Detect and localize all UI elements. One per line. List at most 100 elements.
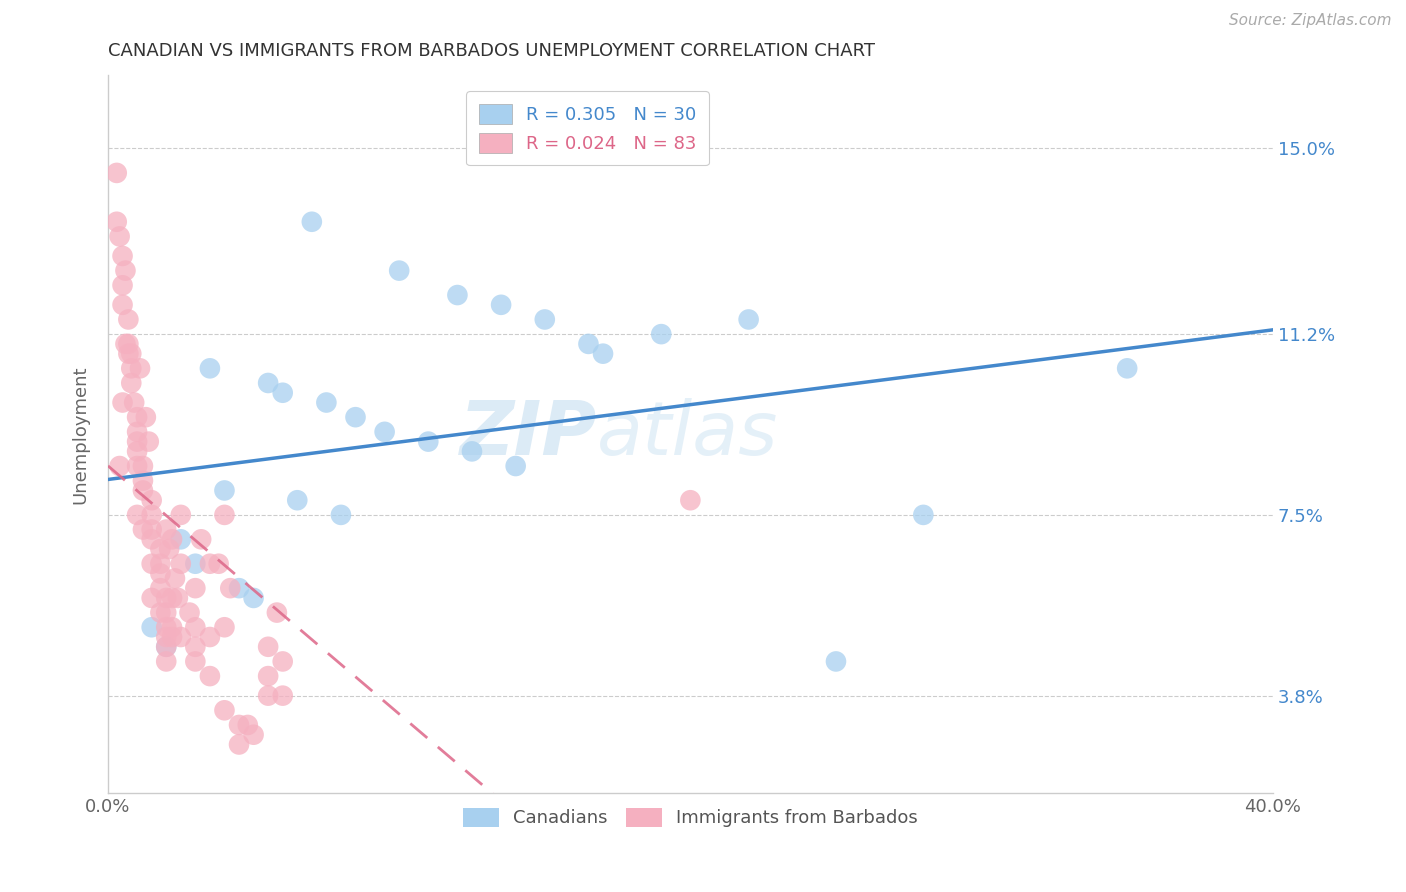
Point bbox=[184, 620, 207, 634]
Point bbox=[198, 630, 221, 644]
Point bbox=[489, 298, 512, 312]
Point bbox=[170, 533, 193, 547]
Point bbox=[105, 215, 128, 229]
Text: Source: ZipAtlas.com: Source: ZipAtlas.com bbox=[1229, 13, 1392, 29]
Point bbox=[271, 385, 294, 400]
Point bbox=[198, 669, 221, 683]
Point bbox=[592, 346, 614, 360]
Point bbox=[111, 395, 134, 409]
Legend: Canadians, Immigrants from Barbados: Canadians, Immigrants from Barbados bbox=[456, 801, 925, 835]
Point bbox=[271, 689, 294, 703]
Point bbox=[117, 346, 139, 360]
Point bbox=[825, 655, 848, 669]
Text: atlas: atlas bbox=[598, 398, 779, 470]
Point bbox=[122, 395, 145, 409]
Point bbox=[111, 298, 134, 312]
Point bbox=[120, 361, 142, 376]
Point bbox=[198, 361, 221, 376]
Point bbox=[266, 606, 288, 620]
Point bbox=[141, 620, 163, 634]
Point bbox=[141, 523, 163, 537]
Point bbox=[108, 458, 131, 473]
Point bbox=[329, 508, 352, 522]
Text: ZIP: ZIP bbox=[460, 398, 598, 471]
Point bbox=[578, 337, 600, 351]
Point bbox=[149, 606, 172, 620]
Point bbox=[141, 493, 163, 508]
Point bbox=[257, 640, 280, 654]
Point bbox=[127, 410, 149, 425]
Point bbox=[155, 655, 177, 669]
Point bbox=[167, 591, 190, 605]
Point bbox=[141, 591, 163, 605]
Point bbox=[236, 718, 259, 732]
Point bbox=[160, 630, 183, 644]
Point bbox=[155, 523, 177, 537]
Point bbox=[149, 557, 172, 571]
Point bbox=[141, 533, 163, 547]
Point bbox=[127, 458, 149, 473]
Point bbox=[271, 655, 294, 669]
Point bbox=[344, 410, 367, 425]
Point bbox=[160, 533, 183, 547]
Point bbox=[228, 581, 250, 595]
Point bbox=[214, 620, 236, 634]
Point bbox=[127, 434, 149, 449]
Point bbox=[111, 249, 134, 263]
Point bbox=[108, 229, 131, 244]
Point bbox=[257, 376, 280, 390]
Point bbox=[127, 425, 149, 439]
Point bbox=[242, 591, 264, 605]
Point bbox=[184, 557, 207, 571]
Point bbox=[141, 508, 163, 522]
Point bbox=[105, 166, 128, 180]
Point bbox=[418, 434, 440, 449]
Point bbox=[127, 508, 149, 522]
Point bbox=[461, 444, 484, 458]
Point bbox=[149, 542, 172, 557]
Point bbox=[155, 640, 177, 654]
Point bbox=[737, 312, 759, 326]
Point bbox=[315, 395, 337, 409]
Text: CANADIAN VS IMMIGRANTS FROM BARBADOS UNEMPLOYMENT CORRELATION CHART: CANADIAN VS IMMIGRANTS FROM BARBADOS UNE… bbox=[108, 42, 875, 60]
Point bbox=[155, 620, 177, 634]
Point bbox=[505, 458, 527, 473]
Point bbox=[114, 263, 136, 277]
Point bbox=[141, 557, 163, 571]
Point bbox=[170, 557, 193, 571]
Point bbox=[679, 493, 702, 508]
Point bbox=[184, 655, 207, 669]
Point bbox=[257, 689, 280, 703]
Point bbox=[160, 620, 183, 634]
Point bbox=[912, 508, 935, 522]
Point bbox=[242, 728, 264, 742]
Point bbox=[132, 523, 155, 537]
Point bbox=[170, 508, 193, 522]
Point bbox=[163, 571, 186, 585]
Point bbox=[257, 669, 280, 683]
Point bbox=[135, 410, 157, 425]
Y-axis label: Unemployment: Unemployment bbox=[72, 365, 89, 503]
Point bbox=[160, 591, 183, 605]
Point bbox=[138, 434, 160, 449]
Point bbox=[533, 312, 555, 326]
Point bbox=[228, 738, 250, 752]
Point bbox=[374, 425, 396, 439]
Point bbox=[179, 606, 201, 620]
Point bbox=[301, 215, 323, 229]
Point bbox=[132, 483, 155, 498]
Point bbox=[190, 533, 212, 547]
Point bbox=[285, 493, 308, 508]
Point bbox=[208, 557, 231, 571]
Point bbox=[117, 337, 139, 351]
Point bbox=[117, 312, 139, 326]
Point bbox=[120, 376, 142, 390]
Point bbox=[157, 542, 180, 557]
Point bbox=[198, 557, 221, 571]
Point bbox=[170, 630, 193, 644]
Point bbox=[214, 483, 236, 498]
Point bbox=[228, 718, 250, 732]
Point bbox=[388, 263, 411, 277]
Point bbox=[214, 508, 236, 522]
Point bbox=[219, 581, 242, 595]
